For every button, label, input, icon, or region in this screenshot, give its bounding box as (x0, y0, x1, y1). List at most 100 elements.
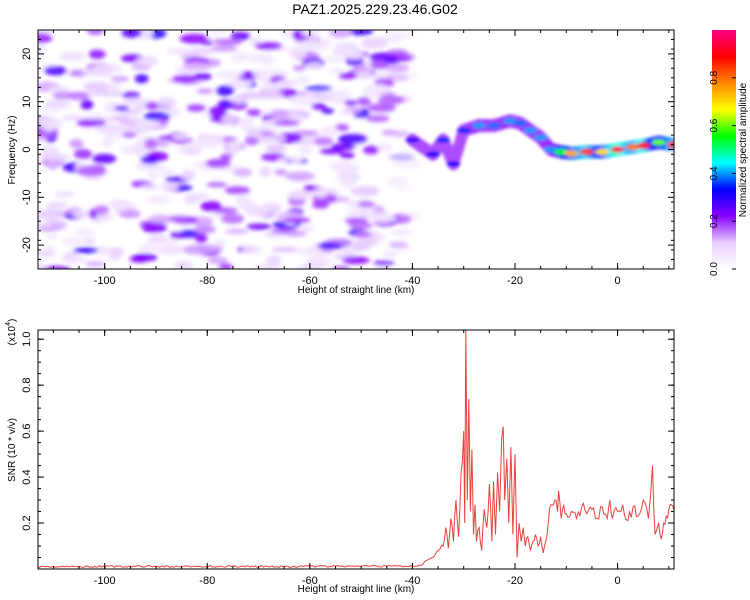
heatmap-cell (342, 256, 370, 264)
colorbar-scale (712, 30, 736, 269)
heatmap-cell (373, 266, 393, 269)
snr-y-multiplier: (x104) (5, 319, 18, 346)
heatmap-cell (58, 51, 87, 62)
snr-y-label: SNR (10 * v/v) (7, 418, 18, 482)
heatmap-cell (271, 108, 290, 118)
heatmap-cell (350, 185, 380, 197)
heatmap-cell (395, 186, 416, 192)
heatmap-cell (86, 30, 104, 36)
heatmap-cell (285, 171, 315, 182)
x-tick-label: -60 (302, 575, 318, 587)
heatmap-cell (389, 229, 414, 236)
heatmap-cell (136, 244, 161, 253)
figure-title: PAZ1.2025.229.23.46.G02 (292, 1, 458, 17)
colorbar-ticks: 0.0 0.2 0.4 0.6 0.8 (709, 70, 736, 276)
signal-point (667, 141, 674, 148)
heatmap-cell (134, 119, 161, 127)
heatmap-cell (38, 222, 52, 229)
heatmap-cell (121, 91, 141, 99)
x-tick-label: -100 (94, 275, 116, 287)
heatmap-cell (180, 169, 196, 181)
heatmap-cell (194, 232, 208, 244)
heatmap-cell (337, 133, 368, 145)
heatmap-cell (351, 240, 372, 251)
heatmap-cell (388, 154, 417, 163)
heatmap-cell (377, 34, 406, 41)
heatmap-cell (386, 48, 408, 58)
heatmap-cell (322, 89, 353, 98)
heatmap-cell (109, 115, 130, 121)
heatmap-cell (382, 251, 398, 259)
heatmap-field (38, 30, 674, 269)
snr-plot-area (38, 330, 674, 569)
heatmap-cell (371, 215, 395, 224)
signal-point (595, 148, 610, 155)
y-tick-label: 10 (21, 96, 33, 108)
heatmap-cell (96, 212, 115, 222)
x-tick-label: -60 (302, 275, 318, 287)
heatmap-cell (338, 109, 354, 116)
colorbar-tick: 0.8 (709, 70, 736, 85)
y-tick: 20 (21, 48, 674, 60)
y-tick-label: 20 (21, 48, 33, 60)
heatmap-cell (176, 148, 190, 154)
heatmap-cell (207, 245, 225, 252)
heatmap-cell (320, 126, 339, 137)
heatmap-cell (238, 92, 265, 100)
colorbar-label: Normalized spectral amplitude (738, 82, 749, 217)
signal-point (502, 117, 517, 124)
heatmap-cell (230, 31, 251, 41)
heatmap-cell (207, 256, 228, 265)
heatmap-cell (220, 153, 233, 160)
heatmap-cell (305, 61, 324, 70)
heatmap-cell (391, 71, 421, 80)
colorbar-tick: 0.2 (709, 214, 736, 228)
heatmap-cell (38, 264, 47, 269)
heatmap-cell (136, 55, 159, 67)
colorbar-tick-label: 0.4 (709, 166, 720, 180)
signal-point (543, 146, 558, 153)
signal-point (564, 150, 579, 157)
snr-multiplier-exp: 4 (5, 322, 12, 326)
heatmap-cell (168, 215, 187, 222)
heatmap-cell (261, 69, 290, 78)
heatmap-cell (385, 63, 410, 73)
signal-point (456, 127, 471, 134)
heatmap-cell (40, 107, 62, 113)
heatmap-cell (300, 30, 322, 37)
y-tick-label: 0 (21, 146, 33, 152)
heatmap-cell (322, 56, 349, 62)
x-tick-label: -40 (404, 575, 420, 587)
signal-point (446, 160, 461, 167)
heatmap-cell (331, 49, 348, 55)
colorbar-tick: 0.4 (709, 166, 736, 180)
heatmap-cell (147, 172, 160, 179)
heatmap-cell (114, 105, 130, 111)
heatmap-cell (246, 108, 262, 117)
x-tick-label: -40 (404, 275, 420, 287)
heatmap-cell (40, 145, 60, 156)
heatmap-cell (43, 265, 72, 269)
heatmap-cell (46, 201, 69, 208)
heatmap-cell (328, 161, 356, 172)
heatmap-cell (206, 182, 228, 188)
signal-point (487, 122, 502, 129)
heatmap-cell (386, 176, 408, 188)
heatmap-cell (273, 120, 300, 126)
heatmap-cell (208, 106, 227, 117)
heatmap-cell (224, 186, 251, 195)
y-tick-label: 0.4 (21, 469, 33, 484)
heatmap-cell (365, 114, 390, 122)
signal-point (513, 120, 528, 127)
x-tick-label: -100 (94, 575, 116, 587)
heatmap-cell (339, 152, 355, 159)
heatmap-cell (118, 209, 141, 219)
heatmap-cell (347, 30, 374, 36)
heatmap-cell (159, 169, 175, 176)
heatmap-cell (133, 253, 158, 262)
heatmap-cell (156, 96, 177, 108)
colorbar-tick-label: 0.2 (709, 214, 720, 228)
heatmap-cell (46, 85, 72, 92)
heatmap-cell (122, 131, 137, 138)
